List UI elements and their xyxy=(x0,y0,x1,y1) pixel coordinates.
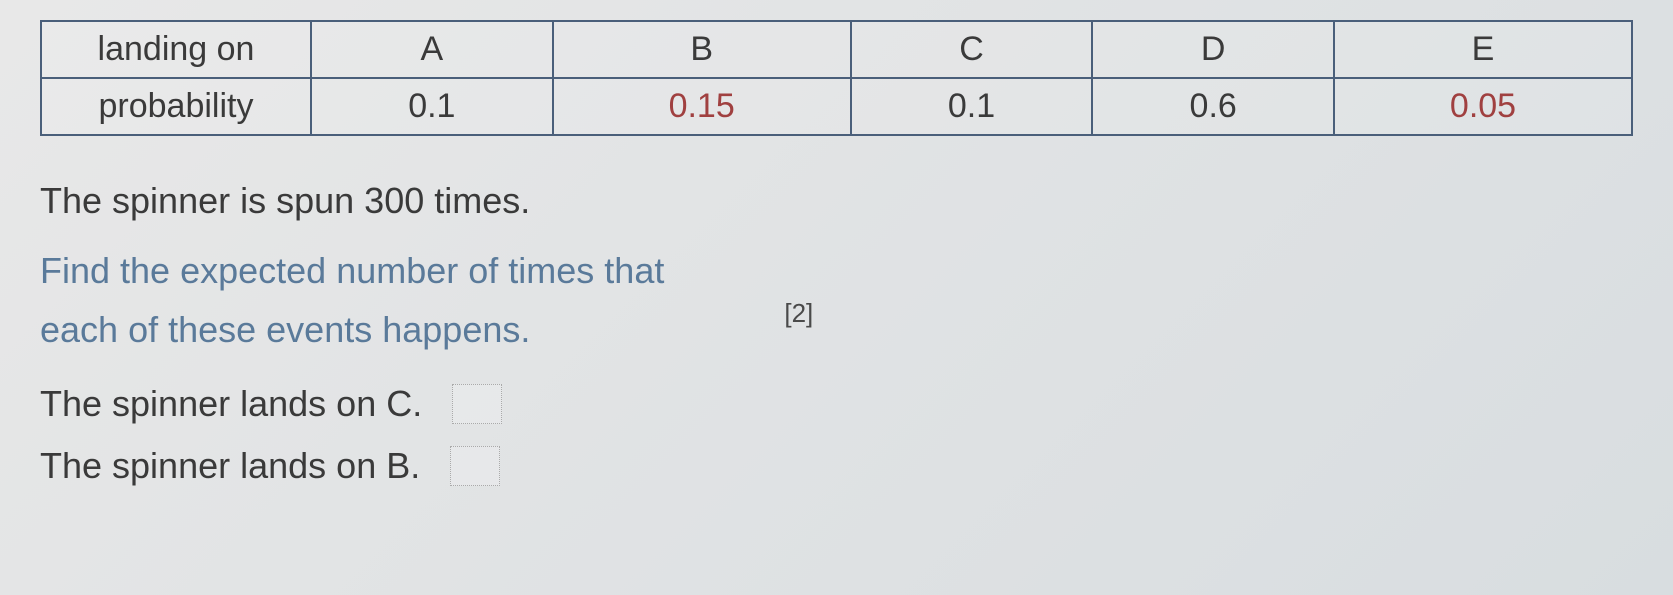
question-row: The spinner lands on B. xyxy=(40,445,1633,487)
instruction-text: Find the expected number of times that xyxy=(40,246,664,296)
table-row: probability 0.1 0.15 0.1 0.6 0.05 xyxy=(41,78,1632,135)
table-cell: 0.1 xyxy=(311,78,553,135)
question-text: The spinner lands on C. xyxy=(40,383,422,425)
question-text: The spinner lands on B. xyxy=(40,445,420,487)
table-cell: 0.05 xyxy=(1334,78,1632,135)
table-cell: A xyxy=(311,21,553,78)
table-cell: 0.6 xyxy=(1092,78,1334,135)
context-text: The spinner is spun 300 times. xyxy=(40,176,1633,226)
table-cell: D xyxy=(1092,21,1334,78)
instruction-text: each of these events happens. xyxy=(40,305,664,355)
marks-label: [2] xyxy=(784,298,813,329)
row-label: landing on xyxy=(41,21,311,78)
table-cell: B xyxy=(553,21,851,78)
table-cell: C xyxy=(851,21,1093,78)
table-cell: 0.1 xyxy=(851,78,1093,135)
table-row: landing on A B C D E xyxy=(41,21,1632,78)
instruction-row: Find the expected number of times that e… xyxy=(40,238,1633,363)
table-cell: 0.15 xyxy=(553,78,851,135)
table-cell: E xyxy=(1334,21,1632,78)
row-label: probability xyxy=(41,78,311,135)
probability-table: landing on A B C D E probability 0.1 0.1… xyxy=(40,20,1633,136)
answer-box[interactable] xyxy=(450,446,500,486)
question-row: The spinner lands on C. xyxy=(40,383,1633,425)
answer-box[interactable] xyxy=(452,384,502,424)
